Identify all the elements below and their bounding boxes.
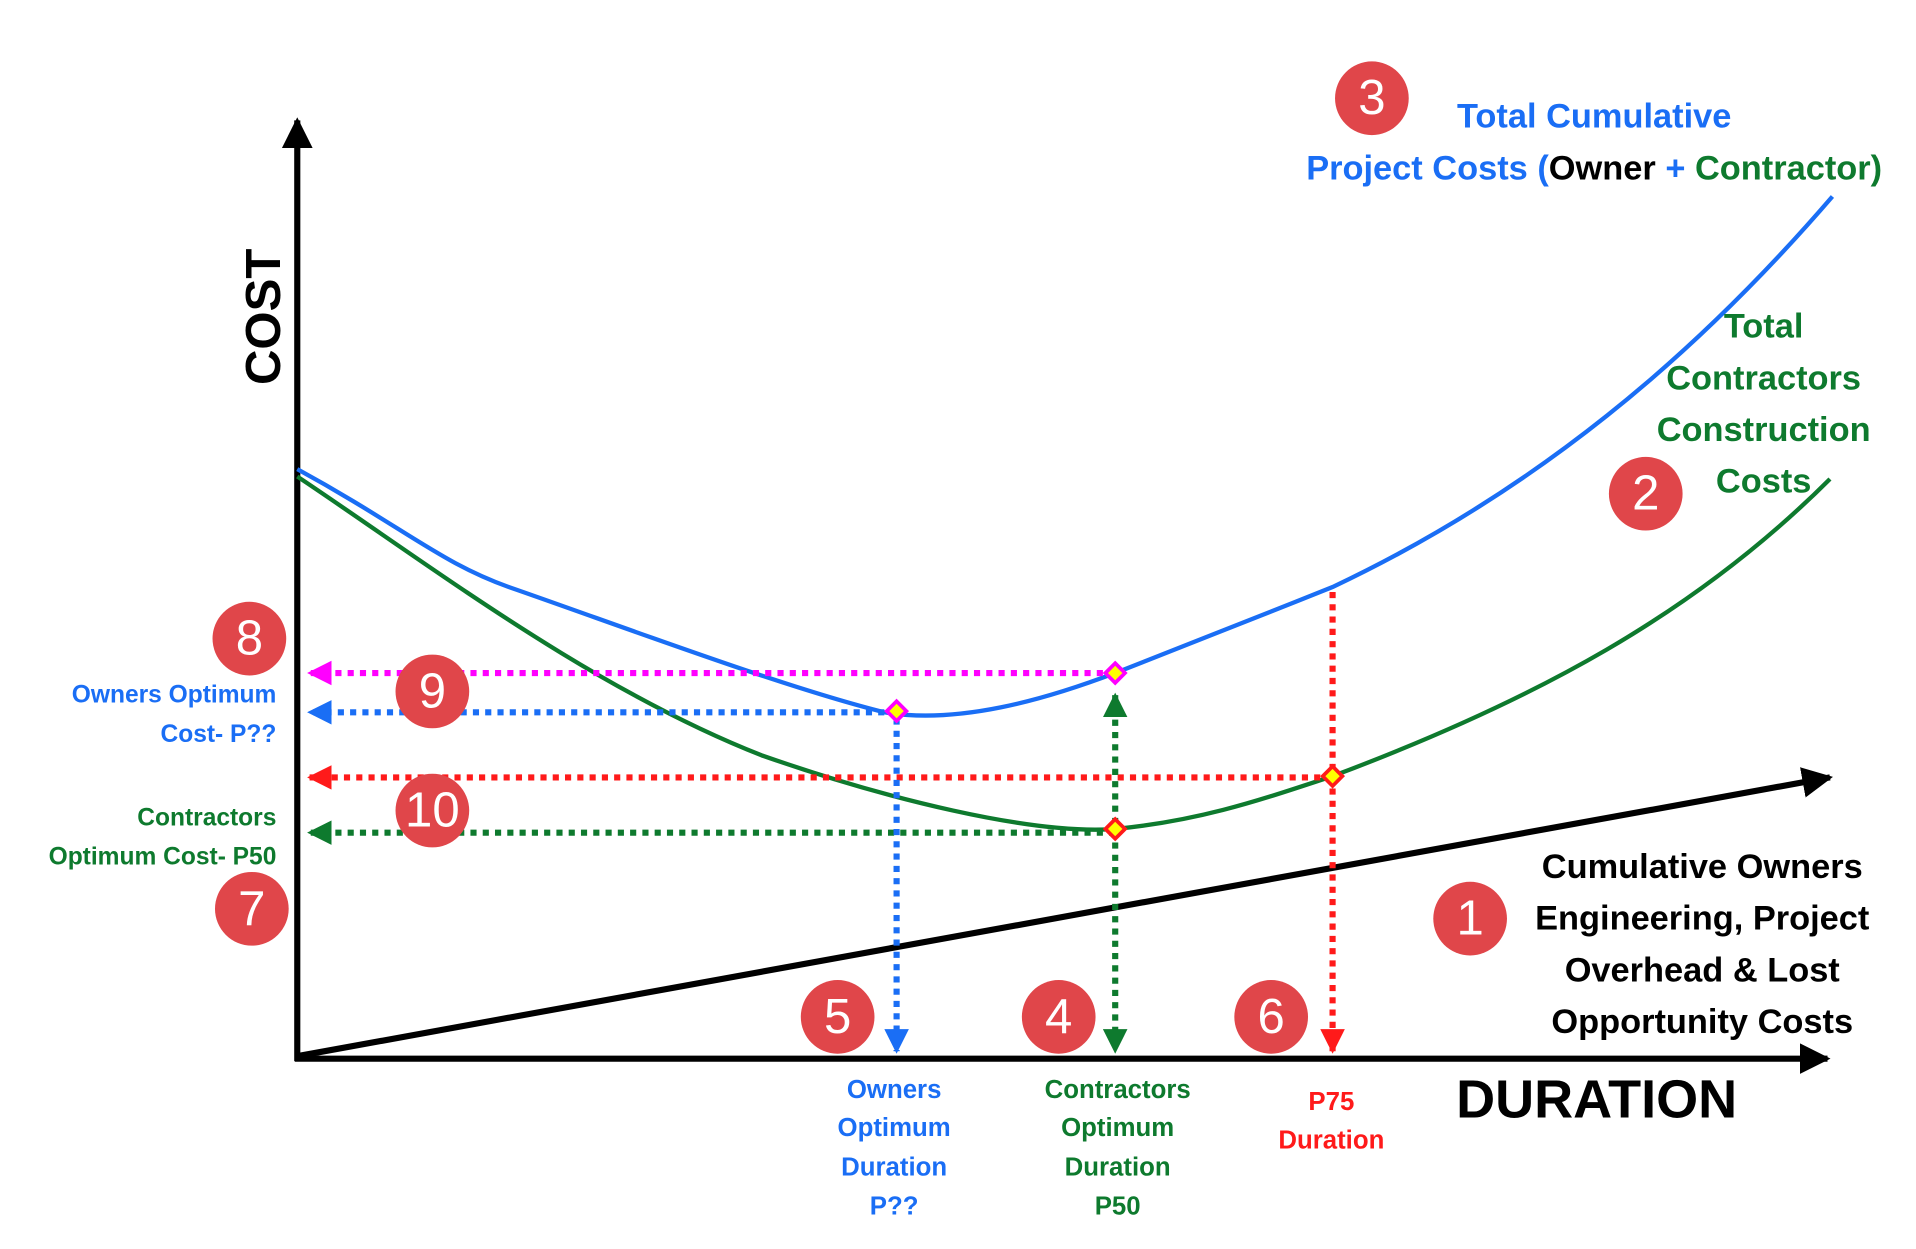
badge-number: 9 [419,664,446,718]
badge: 7 [214,871,289,946]
label-part: Contractor) [1695,149,1882,187]
duration-labels: Owners Optimum Duration P?? Contractors … [838,1076,1385,1221]
duration-label: P?? [870,1193,919,1221]
duration-label: Owners [847,1076,942,1104]
duration-label: Optimum [1061,1114,1174,1142]
duration-label: Duration [1278,1126,1384,1154]
badge: 5 [800,980,875,1054]
owner-label: Cumulative Owners Engineering, Project O… [1535,848,1870,1041]
owner-cost-line [296,767,1833,1060]
cost-label: Contractors [137,804,276,831]
point [1102,816,1128,842]
total-label: Total Cumulative [1457,98,1731,136]
badge: 10 [395,773,470,848]
label-part: Owner [1549,149,1656,187]
duration-label: P75 [1308,1088,1354,1116]
badge-number: 5 [824,990,851,1044]
duration-label: P50 [1095,1193,1141,1221]
label-line: Contractors [1666,359,1861,397]
badge: 4 [1021,980,1096,1054]
badge-number: 6 [1258,990,1285,1044]
point [1102,660,1128,686]
badge: 8 [212,601,287,676]
label-line: Total [1724,308,1804,346]
cost-label: Cost- P?? [160,721,276,748]
badge-number: 4 [1045,990,1072,1044]
duration-label: Optimum [838,1114,951,1142]
cost-labels: Owners Optimum Cost- P?? Contractors Opt… [49,681,277,870]
markers [884,660,1346,842]
badge: 9 [395,654,470,729]
duration-label: Duration [1065,1153,1171,1181]
badge: 3 [1335,61,1409,136]
badge: 1 [1433,881,1507,956]
label-line: Construction [1657,411,1871,449]
label-line: Engineering, Project [1535,900,1870,938]
contractor-label: Total Contractors Construction Costs [1657,308,1871,501]
badge-number: 1 [1456,892,1483,946]
point [884,698,910,724]
label-part: Project Costs ( [1306,149,1549,187]
badge: 6 [1234,980,1309,1054]
badge-number: 2 [1632,467,1659,521]
badge: 2 [1608,456,1683,531]
label-line: Overhead & Lost [1565,951,1841,989]
guides [307,591,1345,1054]
badge-number: 10 [405,784,460,838]
badge-number: 8 [236,612,263,666]
label-line: Cumulative Owners [1542,848,1863,886]
badge-number: 7 [238,882,265,936]
label-line: Opportunity Costs [1551,1003,1853,1041]
duration-label: Duration [841,1153,947,1181]
cost-label: Owners Optimum [72,681,277,708]
total-label: Project Costs (Owner + Contractor) [1306,149,1882,187]
contractor-cost-curve [296,474,1832,832]
label-line: Costs [1716,462,1812,500]
total-cost-curve [296,195,1835,718]
badge-number: 3 [1358,71,1385,125]
cost-label: Optimum Cost- P50 [49,844,277,871]
label-part: + [1656,149,1695,187]
x-axis-title: DURATION [1456,1070,1737,1130]
y-axis-title: COST [237,249,291,385]
point [1320,763,1346,789]
duration-label: Contractors [1045,1076,1191,1104]
